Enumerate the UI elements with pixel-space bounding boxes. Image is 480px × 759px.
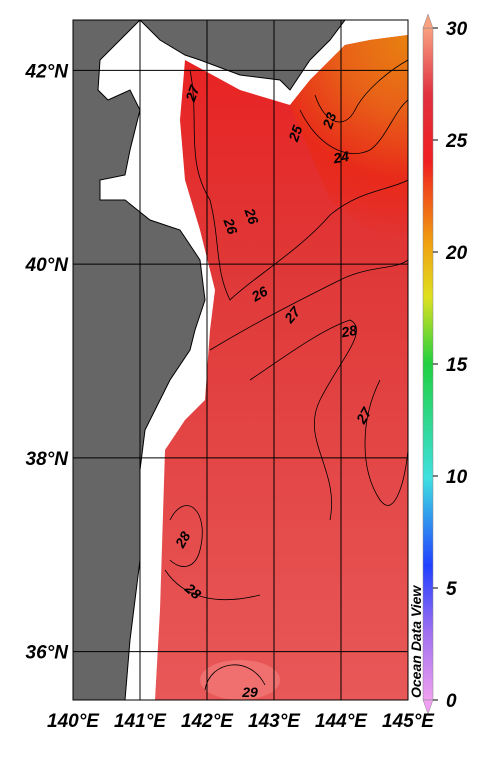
contour-label: 29 [241, 684, 258, 700]
colorbar-tick-label: 0 [446, 691, 457, 712]
land [73, 20, 206, 700]
contours [164, 59, 408, 691]
contour-label: 26 [241, 205, 262, 226]
colorbar-tick-label: 5 [446, 579, 457, 600]
contour-label: 28 [171, 529, 193, 552]
x-tick-label: 141°E [114, 711, 167, 732]
x-tick-label: 142°E [181, 711, 234, 732]
contour-label: 27 [182, 82, 203, 104]
x-tick-label: 144°E [315, 711, 368, 732]
contour-label: 28 [339, 322, 358, 341]
contour-label: 26 [248, 283, 271, 305]
colorbar-tick-label: 30 [446, 19, 468, 40]
contour-label: 25 [285, 123, 306, 144]
contour-label: 23 [319, 110, 340, 131]
y-tick-label: 40°N [25, 255, 70, 276]
colorbar-tick-label: 25 [445, 131, 468, 152]
y-tick-label: 36°N [26, 643, 70, 664]
map-area [73, 20, 408, 700]
x-tick-label: 145°E [382, 711, 435, 732]
contour-label: 26 [220, 215, 241, 236]
ocean-warm-core [290, 35, 408, 260]
x-tick-label: 143°E [248, 711, 301, 732]
x-tick-label: 140°E [47, 711, 100, 732]
warm-patch [200, 660, 280, 700]
colorbar-tick-label: 20 [445, 243, 468, 264]
colorbar [422, 27, 434, 701]
colorbar-tick-label: 10 [446, 467, 468, 488]
colorbar-cap [422, 13, 434, 29]
colorbar-cap [422, 699, 434, 715]
y-tick-label: 42°N [25, 61, 70, 82]
y-tick-label: 38°N [26, 449, 70, 470]
watermark: Ocean Data View [408, 585, 424, 698]
colorbar-tick-label: 15 [446, 355, 468, 376]
land [139, 20, 346, 91]
contour-label: 24 [331, 148, 350, 167]
